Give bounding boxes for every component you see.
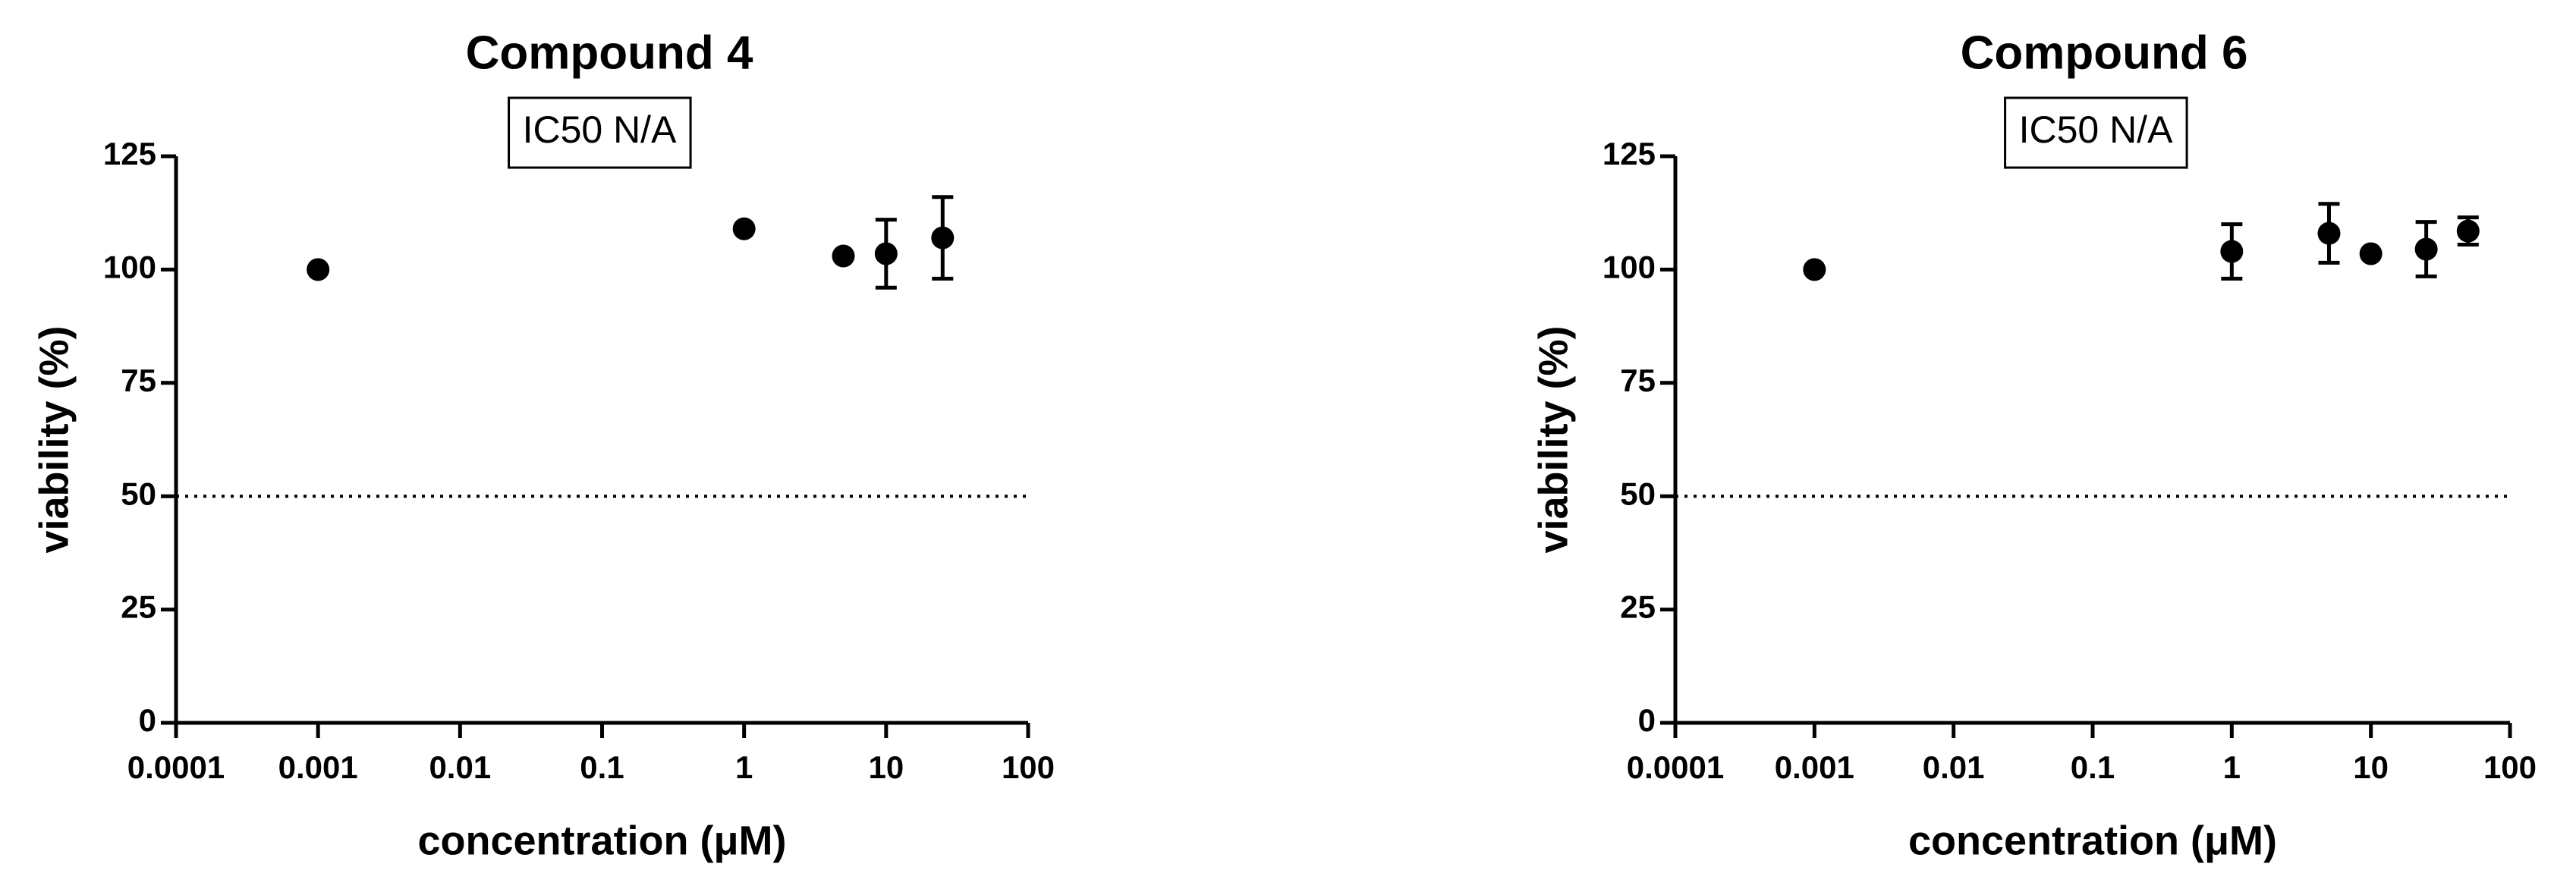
y-axis-label: viability (%) [1530, 325, 1576, 553]
annotation-box [2004, 96, 2188, 169]
data-point [732, 217, 756, 240]
data-point [2414, 237, 2438, 261]
y-tick-label: 25 [1620, 589, 1656, 625]
chart-title: Compound 4 [466, 27, 753, 79]
x-axis-label: concentration (μM) [1908, 818, 2277, 863]
y-tick-label: 50 [121, 476, 156, 511]
x-tick-label: 0.0001 [127, 749, 225, 785]
data-point [2359, 242, 2383, 265]
y-tick-label: 100 [1603, 249, 1656, 284]
x-tick-label: 0.1 [580, 749, 624, 785]
y-tick-label: 0 [139, 702, 156, 738]
y-tick-label: 100 [103, 249, 156, 284]
data-point [2456, 219, 2480, 243]
x-tick-label: 0.001 [278, 749, 358, 785]
chart-title: Compound 6 [1961, 27, 2248, 79]
data-point [1803, 258, 1826, 281]
y-tick-label: 0 [1638, 702, 1656, 738]
x-tick-label: 0.01 [1923, 749, 1985, 785]
x-tick-label: 0.01 [429, 749, 491, 785]
annotation: IC50 N/A [2019, 108, 2174, 151]
data-point [2220, 240, 2244, 263]
x-tick-label: 10 [2353, 749, 2389, 785]
x-axis-label: concentration (μM) [417, 818, 786, 863]
data-point [307, 258, 330, 281]
annotation-box [508, 96, 692, 169]
annotation: IC50 N/A [523, 108, 678, 151]
data-point [2317, 221, 2341, 245]
y-tick-label: 75 [121, 363, 156, 398]
x-tick-label: 10 [868, 749, 904, 785]
x-tick-label: 100 [1002, 749, 1055, 785]
data-point [874, 242, 898, 265]
x-tick-label: 0.0001 [1627, 749, 1724, 785]
y-tick-label: 75 [1620, 363, 1656, 398]
y-axis-label: viability (%) [31, 325, 77, 553]
y-tick-label: 25 [121, 589, 156, 625]
x-tick-label: 1 [2223, 749, 2241, 785]
x-tick-label: 100 [2483, 749, 2537, 785]
x-tick-label: 1 [735, 749, 753, 785]
y-tick-label: 125 [1603, 136, 1656, 171]
data-point [931, 226, 955, 250]
x-tick-label: 0.1 [2071, 749, 2115, 785]
y-tick-label: 125 [103, 136, 156, 171]
x-tick-label: 0.001 [1775, 749, 1854, 785]
data-point [832, 244, 855, 268]
y-tick-label: 50 [1620, 476, 1656, 511]
